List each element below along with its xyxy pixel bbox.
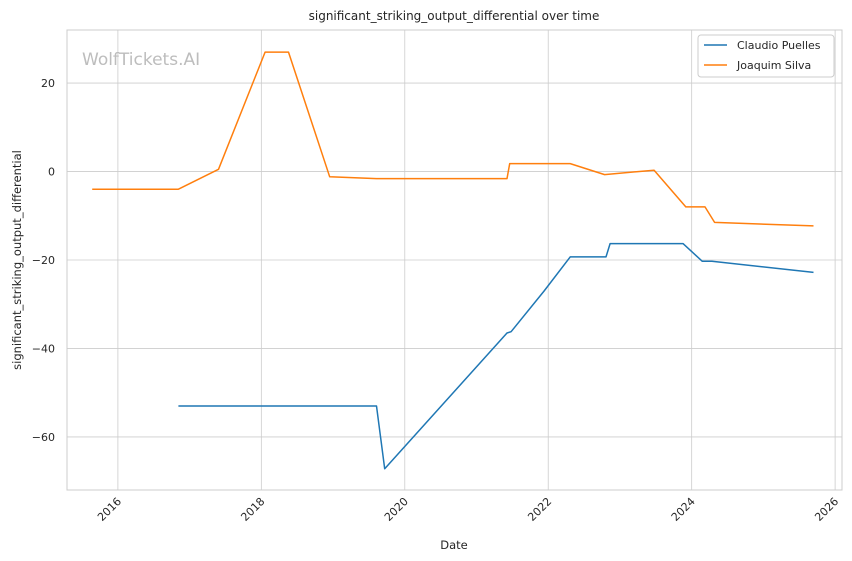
y-tick-label: −60 [32,431,55,444]
y-tick-label: −40 [32,342,55,355]
plot-frame [66,29,843,491]
legend-label: Claudio Puelles [737,39,821,52]
chart-title: significant_striking_output_differential… [309,9,600,23]
x-axis-title: Date [440,538,468,552]
y-tick-label: 20 [41,77,55,90]
legend-label: Joaquim Silva [736,59,811,72]
plot-border [66,29,843,491]
y-tick-labels: −60 −40 −20 0 20 [32,77,55,444]
series-lines [92,51,814,470]
legend-box [697,34,835,78]
watermark-text: WolfTickets.AI [82,50,200,70]
y-tick-label: −20 [32,254,55,267]
y-tick-label: 0 [48,166,55,179]
series-line-claudio-puelles [178,242,814,470]
series-line-joaquim-silva [92,51,814,227]
grid [67,30,842,490]
legend: Claudio Puelles Joaquim Silva [697,34,835,78]
y-axis-title: significant_striking_output_differential [10,150,24,370]
